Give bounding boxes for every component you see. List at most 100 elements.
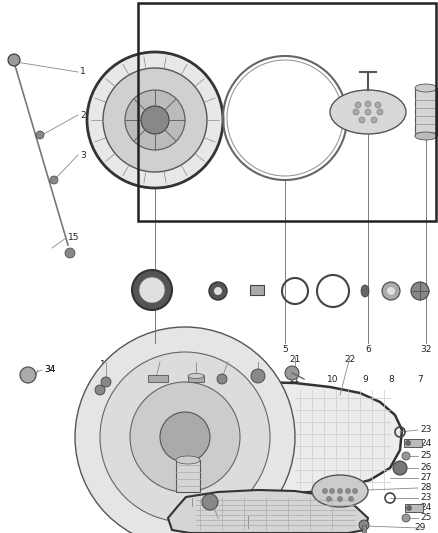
Circle shape: [337, 496, 343, 502]
Circle shape: [95, 385, 105, 395]
Circle shape: [75, 327, 295, 533]
Circle shape: [345, 488, 351, 494]
Text: 24: 24: [420, 439, 431, 448]
Circle shape: [50, 176, 58, 184]
Text: 23: 23: [420, 425, 431, 434]
Circle shape: [355, 102, 361, 108]
Bar: [250, 285, 264, 295]
Circle shape: [20, 367, 36, 383]
Text: 25: 25: [420, 451, 431, 461]
Circle shape: [130, 382, 240, 492]
Circle shape: [353, 109, 359, 115]
Circle shape: [141, 106, 169, 134]
Text: 4: 4: [152, 345, 158, 354]
Text: 31: 31: [212, 513, 224, 522]
Ellipse shape: [415, 84, 437, 92]
Polygon shape: [82, 382, 402, 496]
Circle shape: [160, 412, 210, 462]
Bar: [188, 375, 204, 382]
Text: 24: 24: [420, 504, 431, 513]
Circle shape: [375, 102, 381, 108]
Circle shape: [405, 440, 411, 446]
Ellipse shape: [188, 374, 204, 378]
Circle shape: [217, 374, 227, 384]
Circle shape: [382, 282, 400, 300]
Circle shape: [125, 90, 185, 150]
Text: 2: 2: [80, 110, 85, 119]
Circle shape: [251, 369, 265, 383]
Circle shape: [36, 131, 44, 139]
Text: 7: 7: [417, 375, 423, 384]
Text: 13: 13: [212, 375, 224, 384]
Circle shape: [87, 52, 223, 188]
Bar: [362, 525, 366, 533]
Circle shape: [402, 452, 410, 460]
Bar: [138, 3, 436, 221]
Text: 1: 1: [80, 68, 86, 77]
Circle shape: [65, 248, 75, 258]
Circle shape: [214, 287, 222, 295]
Bar: [415, 88, 437, 136]
Text: 32: 32: [186, 502, 198, 511]
Text: 3: 3: [80, 150, 86, 159]
Text: 20: 20: [252, 360, 264, 369]
Circle shape: [406, 505, 412, 511]
Circle shape: [209, 282, 227, 300]
Ellipse shape: [312, 475, 368, 507]
Circle shape: [371, 117, 377, 123]
Circle shape: [348, 496, 354, 502]
Circle shape: [101, 377, 111, 387]
Circle shape: [377, 109, 383, 115]
Circle shape: [326, 496, 332, 502]
Circle shape: [202, 494, 218, 510]
Ellipse shape: [361, 285, 369, 297]
Circle shape: [329, 488, 335, 494]
Circle shape: [365, 101, 371, 107]
Bar: [148, 375, 168, 382]
Circle shape: [411, 282, 429, 300]
Circle shape: [285, 366, 299, 380]
Ellipse shape: [330, 90, 406, 134]
Text: 15: 15: [68, 233, 80, 243]
Text: 10: 10: [327, 375, 339, 384]
Circle shape: [352, 488, 358, 494]
Text: 32: 32: [420, 345, 432, 354]
Circle shape: [402, 514, 410, 522]
Text: 14: 14: [146, 375, 158, 384]
Text: 18: 18: [190, 360, 202, 369]
Circle shape: [337, 488, 343, 494]
Text: 5: 5: [282, 345, 288, 354]
Ellipse shape: [176, 456, 200, 464]
Circle shape: [393, 461, 407, 475]
Circle shape: [103, 68, 207, 172]
Text: 12: 12: [251, 375, 263, 384]
Text: 25: 25: [420, 513, 431, 522]
Circle shape: [387, 287, 395, 295]
Polygon shape: [168, 490, 368, 533]
Circle shape: [100, 352, 270, 522]
Circle shape: [132, 270, 172, 310]
Text: 26: 26: [420, 464, 431, 472]
Text: 23: 23: [420, 494, 431, 503]
Text: 34: 34: [44, 366, 55, 375]
Circle shape: [359, 520, 369, 530]
Bar: [176, 460, 200, 492]
Circle shape: [8, 54, 20, 66]
Circle shape: [359, 117, 365, 123]
Circle shape: [322, 488, 328, 494]
Text: 22: 22: [344, 355, 356, 364]
Ellipse shape: [415, 132, 437, 140]
Text: 11: 11: [289, 375, 301, 384]
Bar: [404, 439, 422, 447]
Text: 34: 34: [44, 366, 55, 375]
Circle shape: [365, 109, 371, 115]
Bar: [405, 504, 423, 512]
Text: 27: 27: [420, 473, 431, 482]
Text: 21: 21: [290, 355, 301, 364]
Text: 19: 19: [222, 360, 234, 369]
Text: 6: 6: [365, 345, 371, 354]
Text: 33: 33: [186, 486, 198, 495]
Text: 17: 17: [154, 360, 166, 369]
Circle shape: [139, 277, 165, 303]
Text: 30: 30: [242, 523, 254, 532]
